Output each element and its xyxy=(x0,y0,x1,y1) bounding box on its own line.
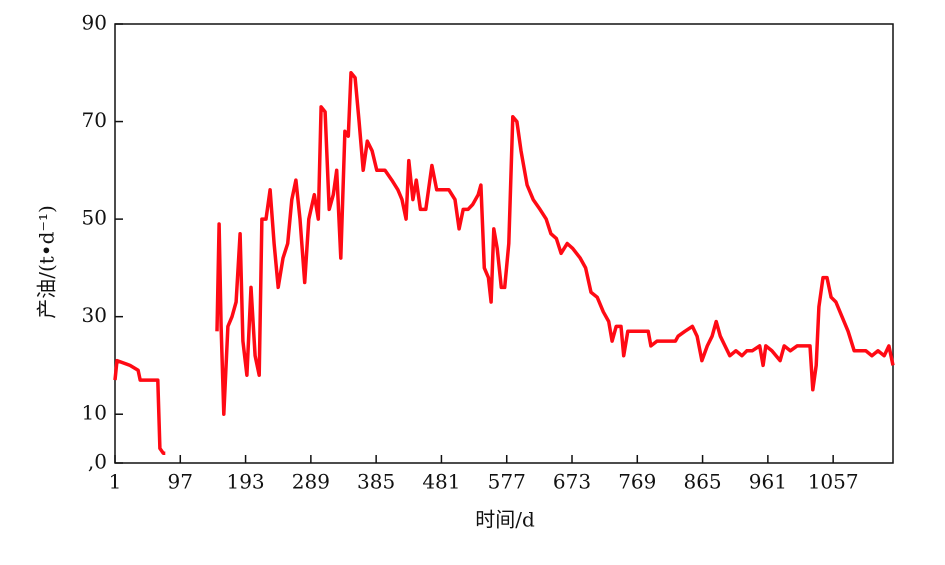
x-tick-label: 289 xyxy=(292,470,330,494)
y-tick-label: 30 xyxy=(82,303,107,327)
x-tick-label: 865 xyxy=(683,470,721,494)
x-tick-label: 577 xyxy=(488,470,526,494)
x-tick-label: 1057 xyxy=(808,470,859,494)
y-tick-label: 90 xyxy=(82,11,107,35)
x-axis-label: 时间/d xyxy=(475,508,535,532)
y-tick-label: 70 xyxy=(82,108,107,132)
x-tick-label: 961 xyxy=(749,470,787,494)
data-line xyxy=(113,71,895,455)
y-axis-label: 产油/(t•d⁻¹) xyxy=(35,205,59,319)
x-tick-label: 1 xyxy=(109,470,122,494)
x-tick-label: 97 xyxy=(168,470,193,494)
y-tick-label: ,0 xyxy=(88,450,107,474)
x-tick-label: 193 xyxy=(226,470,264,494)
y-tick-label: 50 xyxy=(82,206,107,230)
plot-frame xyxy=(114,23,894,464)
x-tick-label: 385 xyxy=(357,470,395,494)
y-tick-label: 10 xyxy=(82,401,107,425)
x-tick-label: 673 xyxy=(553,470,591,494)
x-tick-label: 769 xyxy=(618,470,656,494)
x-tick-label: 481 xyxy=(422,470,460,494)
